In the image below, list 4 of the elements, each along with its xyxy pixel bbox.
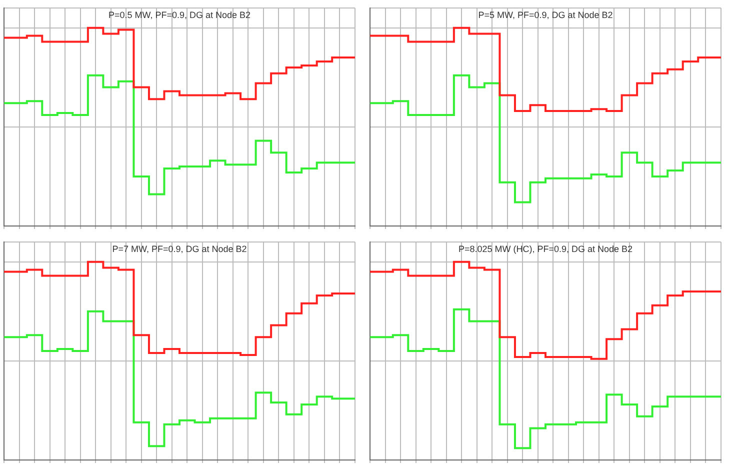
chart-title: P=0.5 MW, PF=0.9, DG at Node B2 xyxy=(108,10,251,20)
chart-title: P=8.025 MW (HC), PF=0.9, DG at Node B2 xyxy=(458,244,633,254)
chart-title: P=5 MW, PF=0.9, DG at Node B2 xyxy=(478,10,613,20)
chart-title: P=7 MW, PF=0.9, DG at Node B2 xyxy=(112,244,247,254)
